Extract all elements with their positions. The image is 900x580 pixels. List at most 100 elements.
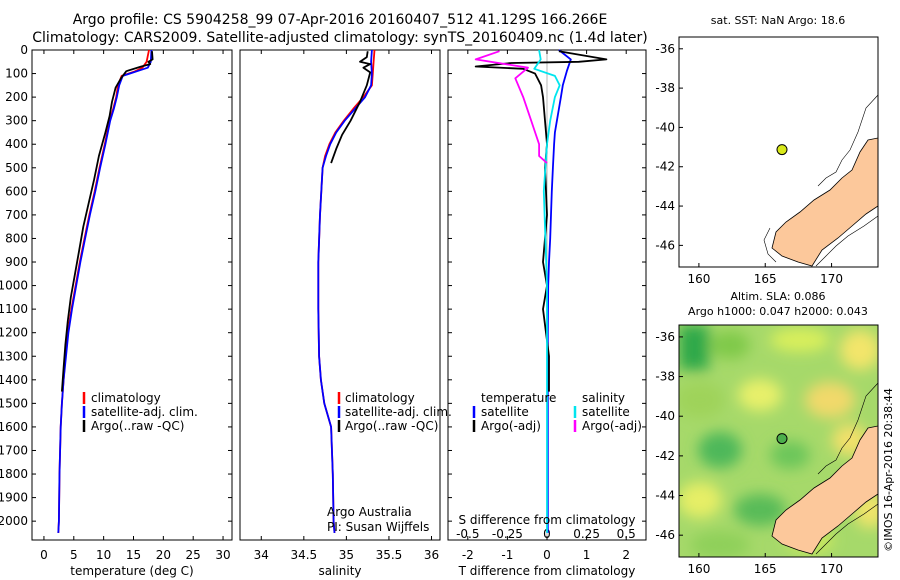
- x-tick-label: 2: [622, 548, 630, 562]
- series-line-temperature-argo-adj-: [474, 50, 608, 392]
- header-line-1: Argo profile: CS 5904258_99 07-Apr-2016 …: [73, 12, 608, 28]
- legend-label: satellite-adj. clim.: [345, 405, 452, 419]
- sla-land: [771, 425, 878, 555]
- y-tick-label: 800: [5, 231, 28, 245]
- y-tick-label: 1900: [0, 491, 28, 505]
- series-line-salinity-satellite: [533, 49, 561, 533]
- s-tick-label: -0.25: [492, 527, 523, 541]
- y-tick-label: 1800: [0, 467, 28, 481]
- legend-label: satellite-adj. clim.: [91, 405, 198, 419]
- sla-map-axes: 160 165 170 -36 -38 -40 -42 -44 -46: [655, 330, 843, 576]
- x-tick-label: 10: [96, 548, 111, 562]
- s-tick-label: 0.5: [617, 527, 636, 541]
- map-y-tick-label: -46: [655, 238, 675, 252]
- x-tick-label: 25: [186, 548, 201, 562]
- legend-label: Argo(-adj): [481, 419, 541, 433]
- sla-blob: [840, 330, 878, 370]
- sla-map-content: [679, 325, 878, 557]
- series-line-salinity-argo-adj-: [474, 50, 548, 164]
- series-line-satellite-adj-clim-: [317, 49, 373, 533]
- difference-legend: temperature satellite Argo(-adj) salinit…: [472, 391, 642, 433]
- x-tick-label: -2: [462, 548, 474, 562]
- sla-blob: [770, 328, 830, 352]
- sla-blob: [698, 432, 742, 468]
- difference-xlabel: T difference from climatology: [458, 564, 636, 578]
- temperature-legend: climatology satellite-adj. clim. Argo(..…: [82, 391, 198, 433]
- temperature-plot: 0100200300400500600700800900100011001200…: [0, 43, 232, 562]
- sla-blob: [710, 331, 750, 359]
- map-y-tick-label: -40: [655, 409, 675, 423]
- map-y-tick-label: -36: [655, 330, 675, 344]
- imos-watermark: ©IMOS 16-Apr-2016 20:38:44: [882, 388, 895, 552]
- map-y-tick-label: -44: [655, 489, 675, 503]
- sst-map-frame: [678, 36, 879, 268]
- y-tick-label: 1100: [0, 302, 28, 316]
- map-x-tick-label: 165: [754, 272, 777, 286]
- y-tick-label: 0: [20, 43, 28, 57]
- sla-blob: [679, 482, 722, 518]
- x-tick-label: 0: [40, 548, 48, 562]
- s-tick-label: 0: [543, 527, 551, 541]
- map-y-tick-label: -42: [655, 160, 675, 174]
- map-y-tick-label: -38: [655, 81, 675, 95]
- salinity-plot: 34 34.5 35 35.5 36: [254, 49, 439, 562]
- x-tick-label: 35.5: [376, 548, 403, 562]
- x-tick-label: 1: [583, 548, 591, 562]
- s-tick-label: -0.5: [456, 527, 479, 541]
- x-tick-label: 20: [156, 548, 171, 562]
- difference-plot: -2 -1 0 1 2 -0.5 -0.25 0 0.25 0.5: [448, 49, 646, 562]
- y-tick-label: 200: [5, 90, 28, 104]
- legend-label: climatology: [91, 391, 161, 405]
- map-y-tick-label: -36: [655, 42, 675, 56]
- x-tick-label: 5: [70, 548, 78, 562]
- sla-map-title: Altim. SLA: 0.086: [730, 290, 825, 303]
- salinity-legend: climatology satellite-adj. clim. Argo(..…: [337, 391, 452, 433]
- y-tick-label: 1500: [0, 396, 28, 410]
- salinity-xlabel: salinity: [318, 564, 361, 578]
- series-line-argo-raw-qc-: [61, 51, 154, 392]
- credit-org: Argo Australia: [327, 505, 412, 519]
- s-tick-label: 0.25: [573, 527, 600, 541]
- map-x-tick-label: 170: [820, 562, 843, 576]
- sla-blob: [738, 379, 782, 411]
- sla-blob: [679, 325, 709, 370]
- sla-field: [679, 325, 878, 557]
- map-y-tick-label: -40: [655, 120, 675, 134]
- y-tick-label: 600: [5, 184, 28, 198]
- x-tick-label: 34: [254, 548, 269, 562]
- map-x-tick-label: 165: [754, 562, 777, 576]
- y-tick-label: 100: [5, 67, 28, 81]
- sst-bathymetry-line: [815, 215, 878, 267]
- sst-map-axes: 160 165 170 -36 -38 -40 -42 -44 -46: [655, 42, 843, 286]
- sla-blob: [679, 382, 725, 418]
- x-tick-label: 36: [424, 548, 439, 562]
- x-tick-label: 30: [215, 548, 230, 562]
- legend-temperature-title: temperature: [481, 391, 556, 405]
- sst-float-marker: [776, 144, 788, 156]
- x-tick-label: 35: [339, 548, 354, 562]
- y-tick-label: 400: [5, 137, 28, 151]
- sst-map-content: [763, 94, 878, 267]
- map-x-tick-label: 170: [820, 272, 843, 286]
- map-y-tick-label: -38: [655, 370, 675, 384]
- map-y-tick-label: -42: [655, 449, 675, 463]
- legend-label: Argo(..raw -QC): [91, 419, 184, 433]
- map-x-tick-label: 160: [687, 272, 710, 286]
- map-x-tick-label: 160: [687, 562, 710, 576]
- map-y-tick-label: -44: [655, 199, 675, 213]
- legend-label: satellite: [481, 405, 529, 419]
- sla-blob: [690, 531, 750, 557]
- sla-blob: [805, 382, 855, 418]
- credit-pi: PI: Susan Wijffels: [327, 520, 429, 534]
- series-line-temperature-satellite: [546, 49, 572, 533]
- x-tick-label: 34.5: [290, 548, 317, 562]
- y-tick-label: 1400: [0, 373, 28, 387]
- sla-bathymetry-line: [817, 382, 878, 475]
- sla-map-subtitle: Argo h1000: 0.047 h2000: 0.043: [688, 305, 868, 318]
- y-tick-label: 700: [5, 208, 28, 222]
- y-tick-label: 1000: [0, 279, 28, 293]
- sla-blob: [770, 441, 810, 469]
- sst-land: [771, 137, 878, 267]
- legend-label: climatology: [345, 391, 415, 405]
